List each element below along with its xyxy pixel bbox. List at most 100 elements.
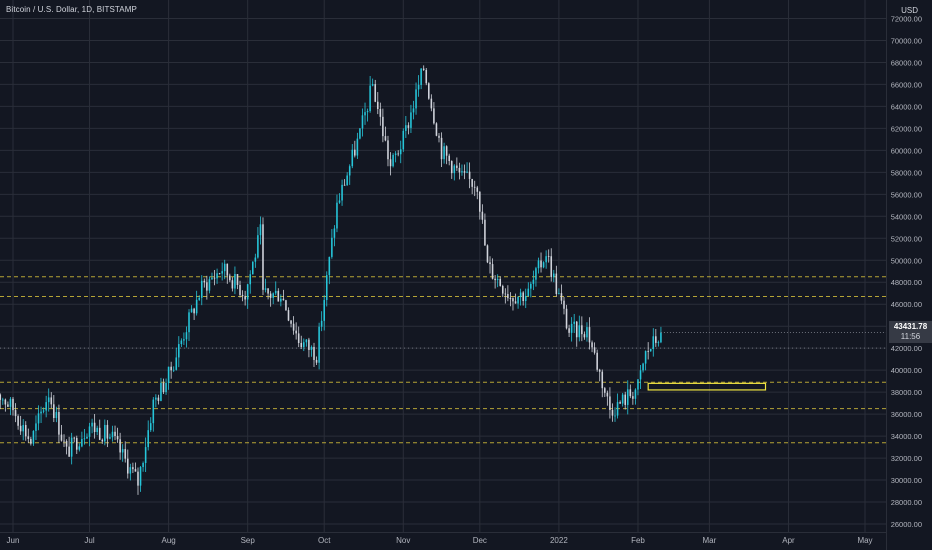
candle-body[interactable]	[157, 397, 160, 401]
candle-body[interactable]	[0, 394, 2, 400]
candle-body[interactable]	[183, 339, 185, 341]
candle-body[interactable]	[405, 125, 407, 131]
candle-body[interactable]	[430, 98, 433, 109]
candle-body[interactable]	[598, 369, 601, 372]
candle-body[interactable]	[399, 149, 402, 155]
candle-body[interactable]	[614, 415, 616, 417]
candle-body[interactable]	[558, 293, 560, 294]
candle-body[interactable]	[211, 277, 213, 280]
candle-body[interactable]	[519, 292, 522, 297]
candle-body[interactable]	[356, 138, 359, 156]
candle-body[interactable]	[236, 274, 239, 285]
candle-body[interactable]	[479, 191, 481, 212]
candle-body[interactable]	[162, 382, 165, 393]
candle-body[interactable]	[244, 296, 246, 300]
candle-body[interactable]	[198, 297, 201, 300]
candle-body[interactable]	[313, 346, 315, 360]
candle-body[interactable]	[376, 101, 379, 110]
candle-body[interactable]	[139, 467, 142, 486]
candle-body[interactable]	[496, 278, 499, 281]
candle-body[interactable]	[203, 280, 206, 283]
candle-body[interactable]	[269, 293, 272, 298]
candle-body[interactable]	[369, 85, 371, 112]
candle-body[interactable]	[305, 339, 308, 343]
candle-body[interactable]	[632, 396, 634, 399]
candle-body[interactable]	[359, 128, 361, 139]
candle-body[interactable]	[206, 282, 208, 291]
candle-body[interactable]	[652, 336, 655, 349]
candle-body[interactable]	[32, 430, 35, 444]
candle-body[interactable]	[535, 268, 537, 280]
candle-body[interactable]	[361, 115, 364, 129]
candle-body[interactable]	[333, 228, 336, 238]
candle-body[interactable]	[73, 437, 76, 439]
candle-body[interactable]	[101, 439, 104, 442]
candle-body[interactable]	[573, 321, 575, 324]
candle-body[interactable]	[507, 294, 509, 299]
time-tick-label[interactable]: Apr	[782, 536, 795, 545]
candle-body[interactable]	[583, 334, 586, 338]
candle-body[interactable]	[114, 431, 116, 437]
candle-body[interactable]	[295, 330, 297, 334]
candle-body[interactable]	[272, 293, 274, 298]
candle-body[interactable]	[468, 171, 471, 179]
candle-body[interactable]	[341, 184, 343, 201]
candle-body[interactable]	[132, 467, 134, 470]
candle-body[interactable]	[532, 279, 535, 284]
candle-body[interactable]	[287, 310, 290, 321]
candle-body[interactable]	[438, 135, 440, 138]
candle-body[interactable]	[420, 68, 422, 85]
candle-body[interactable]	[308, 339, 310, 350]
candle-body[interactable]	[581, 325, 583, 335]
candle-body[interactable]	[601, 371, 604, 389]
candle-body[interactable]	[343, 184, 346, 186]
candle-body[interactable]	[611, 409, 614, 416]
time-tick-label[interactable]: Dec	[473, 536, 487, 545]
candle-body[interactable]	[40, 411, 42, 414]
candle-body[interactable]	[323, 300, 326, 321]
candle-body[interactable]	[547, 256, 550, 257]
candle-body[interactable]	[486, 245, 489, 263]
candle-body[interactable]	[570, 323, 573, 333]
candle-body[interactable]	[19, 425, 22, 432]
candle-body[interactable]	[27, 436, 30, 439]
candle-body[interactable]	[239, 284, 241, 295]
candle-body[interactable]	[257, 235, 259, 258]
candle-body[interactable]	[371, 84, 374, 86]
time-tick-label[interactable]: May	[857, 536, 872, 545]
candle-body[interactable]	[124, 449, 127, 459]
candle-body[interactable]	[445, 146, 448, 156]
candle-body[interactable]	[545, 256, 547, 263]
candle-body[interactable]	[379, 109, 382, 117]
candle-body[interactable]	[563, 300, 565, 309]
candle-body[interactable]	[389, 159, 392, 167]
candle-body[interactable]	[216, 273, 218, 279]
candle-body[interactable]	[489, 262, 491, 265]
candle-body[interactable]	[647, 351, 649, 352]
candle-body[interactable]	[346, 175, 348, 186]
candle-body[interactable]	[448, 155, 450, 162]
candle-body[interactable]	[104, 424, 106, 442]
candle-body[interactable]	[98, 427, 101, 440]
candle-body[interactable]	[331, 237, 333, 257]
candle-body[interactable]	[241, 294, 244, 297]
candle-body[interactable]	[476, 187, 479, 192]
candle-body[interactable]	[491, 264, 494, 279]
candle-body[interactable]	[274, 290, 277, 294]
candle-body[interactable]	[588, 327, 591, 343]
candle-body[interactable]	[149, 423, 152, 431]
candle-body[interactable]	[481, 211, 484, 220]
candle-body[interactable]	[443, 146, 445, 160]
candle-body[interactable]	[167, 366, 170, 383]
candle-body[interactable]	[109, 437, 111, 439]
candle-body[interactable]	[9, 398, 12, 407]
time-tick-label[interactable]: Sep	[241, 536, 256, 545]
candle-body[interactable]	[644, 351, 647, 364]
candle-body[interactable]	[262, 224, 264, 290]
candle-body[interactable]	[152, 399, 155, 424]
candle-body[interactable]	[249, 274, 252, 285]
candle-body[interactable]	[318, 326, 320, 363]
candle-body[interactable]	[422, 68, 425, 70]
candle-body[interactable]	[106, 424, 109, 439]
